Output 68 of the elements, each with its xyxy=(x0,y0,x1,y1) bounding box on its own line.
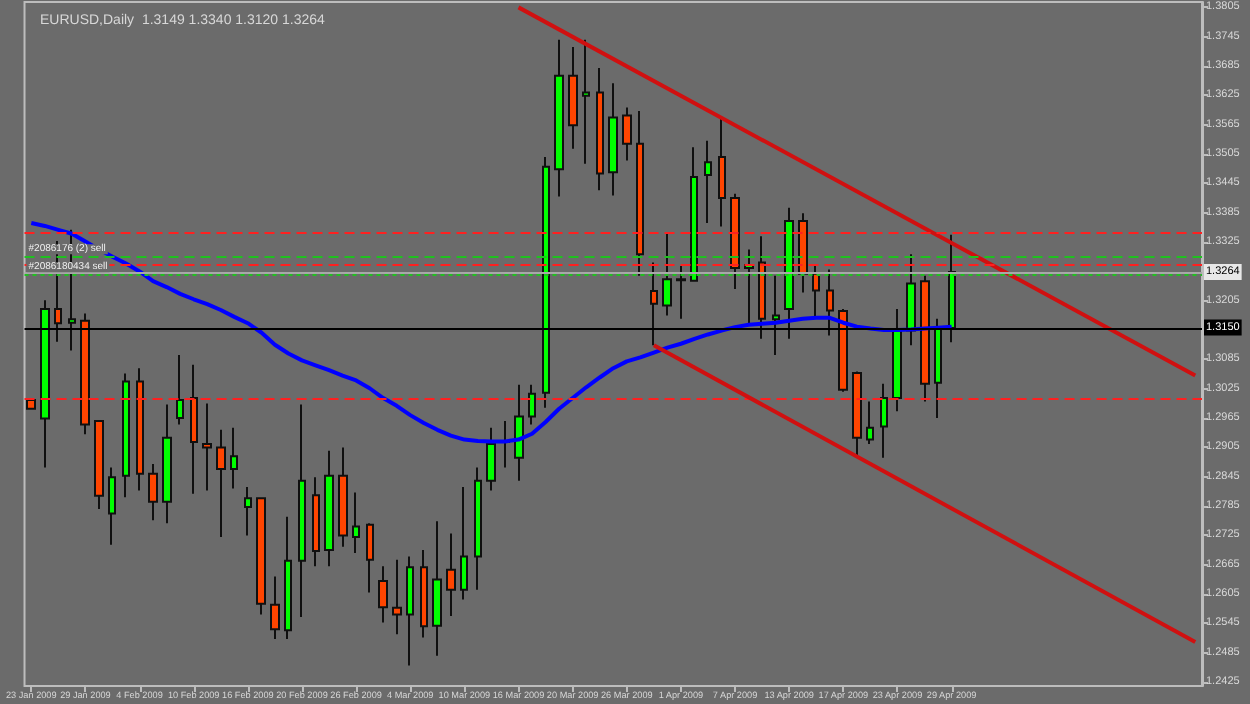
candlestick xyxy=(256,496,266,616)
candlestick xyxy=(162,403,172,525)
candlestick xyxy=(866,400,874,445)
candlestick xyxy=(406,555,414,667)
candlestick xyxy=(676,265,686,320)
candlestick xyxy=(744,248,754,327)
candlestick xyxy=(446,532,456,618)
candlestick xyxy=(420,549,428,639)
candlestick xyxy=(636,110,644,277)
candlestick xyxy=(514,383,524,482)
candlestick xyxy=(80,312,90,436)
candlestick xyxy=(378,565,388,624)
candlestick xyxy=(26,397,36,411)
candlestick xyxy=(366,522,374,594)
candlestick xyxy=(148,463,158,522)
candlestick xyxy=(852,370,862,458)
candlestick xyxy=(718,116,726,228)
candlestick xyxy=(94,419,104,511)
candlestick xyxy=(298,403,306,619)
candlestick xyxy=(650,261,658,347)
candlestick xyxy=(826,268,834,337)
candlestick xyxy=(582,38,590,165)
candlestick xyxy=(948,233,956,344)
candlestick xyxy=(554,38,564,198)
candlestick xyxy=(662,232,672,317)
candlestick xyxy=(622,106,632,162)
candlestick xyxy=(704,139,712,224)
candlestick xyxy=(312,476,320,568)
candlestick xyxy=(568,45,578,150)
candlestick xyxy=(838,308,848,393)
candlestick xyxy=(136,367,144,492)
candlestick xyxy=(190,363,198,495)
candlestick xyxy=(392,558,402,636)
candlestick xyxy=(758,235,766,340)
candlestick xyxy=(812,265,820,320)
candlestick xyxy=(486,426,496,492)
candlestick xyxy=(542,155,550,409)
candlestick xyxy=(40,299,50,469)
candlestick xyxy=(906,253,916,347)
candlestick xyxy=(284,515,292,641)
candlestick xyxy=(108,466,116,546)
candlestick xyxy=(608,82,618,197)
candlestick xyxy=(230,426,238,490)
candlestick xyxy=(270,575,280,641)
line-series xyxy=(29,220,954,444)
candlestick xyxy=(920,274,930,403)
candlestick xyxy=(690,146,698,283)
candlestick xyxy=(474,466,482,591)
candlestick xyxy=(798,212,808,294)
candlestick xyxy=(122,372,130,499)
candlestick xyxy=(784,206,794,340)
candlestick xyxy=(352,491,360,555)
candlestick xyxy=(244,486,252,537)
candlestick xyxy=(500,420,510,469)
candlestick xyxy=(324,449,334,568)
candlestick xyxy=(528,383,536,426)
candlestick xyxy=(892,308,902,413)
candlestick xyxy=(338,446,348,548)
candlestick xyxy=(772,274,780,356)
candlestick xyxy=(460,486,468,601)
candlestick xyxy=(934,317,942,420)
candlestick xyxy=(176,354,184,426)
candlestick xyxy=(730,192,740,290)
candlestick xyxy=(202,402,212,492)
candlestick xyxy=(432,520,442,657)
candlestick xyxy=(880,382,888,459)
candlestick xyxy=(596,67,604,192)
candlestick xyxy=(216,428,226,538)
